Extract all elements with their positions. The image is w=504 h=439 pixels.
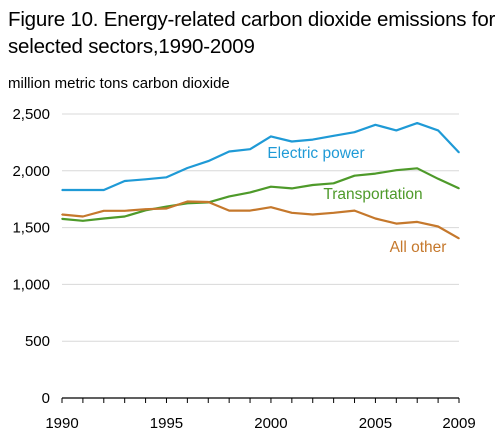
data-point-all-other [270, 206, 272, 208]
data-point-electric-power [395, 129, 398, 132]
data-point-transportation [374, 172, 377, 175]
x-tick-label: 2005 [359, 415, 392, 432]
series-lines [61, 121, 460, 240]
data-point-transportation [249, 191, 251, 194]
data-point-electric-power [374, 123, 377, 126]
data-point-transportation [270, 185, 272, 188]
data-point-electric-power [332, 135, 335, 137]
data-point-all-other [458, 237, 460, 240]
series-label-electric-power: Electric power [267, 145, 364, 162]
series-line-electric-power [62, 121, 460, 192]
data-point-electric-power [353, 131, 356, 133]
data-point-electric-power [82, 189, 84, 191]
data-point-all-other [437, 225, 439, 228]
data-point-all-other [291, 212, 293, 214]
data-point-transportation [353, 174, 356, 177]
series-label-transportation: Transportation [323, 186, 422, 203]
data-point-transportation [395, 169, 398, 172]
data-point-all-other [249, 209, 251, 212]
data-point-transportation [332, 182, 335, 185]
x-tick-label: 1990 [45, 415, 78, 432]
x-axis: 1990 1995 2000 2005 2009 [45, 397, 476, 432]
data-point-transportation [186, 202, 189, 205]
data-point-transportation [458, 187, 460, 190]
series-line-transportation [61, 167, 460, 222]
y-tick-label: 1,500 [12, 220, 50, 237]
data-point-all-other [82, 215, 84, 218]
x-tick-label: 2000 [254, 415, 287, 432]
data-point-all-other [61, 213, 63, 216]
data-point-electric-power [102, 189, 105, 191]
data-point-transportation [228, 195, 230, 198]
data-point-all-other [228, 209, 230, 212]
series-label-all-other: All other [390, 239, 447, 256]
y-tick-label: 1,000 [12, 276, 50, 293]
data-point-electric-power [144, 178, 147, 181]
x-tick-label: 1995 [150, 415, 183, 432]
y-axis-ticks: 0 500 1,000 1,500 2,000 2,500 [12, 106, 50, 407]
data-point-electric-power [186, 167, 189, 169]
data-point-all-other [374, 217, 377, 220]
chart-title: Figure 10. Energy-related carbon dioxide… [8, 8, 496, 58]
data-point-all-other [311, 213, 314, 216]
data-point-all-other [395, 222, 398, 225]
data-point-transportation [311, 184, 314, 186]
data-point-transportation [102, 217, 105, 220]
data-point-electric-power [123, 180, 126, 182]
data-point-all-other [416, 221, 419, 223]
data-point-electric-power [165, 176, 168, 179]
y-tick-label: 2,500 [12, 106, 50, 123]
y-axis-label: million metric tons carbon dioxide [8, 75, 230, 92]
data-point-all-other [186, 200, 189, 203]
data-point-electric-power [270, 135, 272, 138]
data-point-all-other [165, 207, 168, 210]
data-point-electric-power [458, 151, 460, 154]
x-tick-label: 2009 [442, 415, 475, 432]
y-tick-label: 0 [42, 390, 50, 407]
data-point-transportation [437, 177, 439, 180]
data-point-electric-power [249, 148, 251, 151]
series-labels: Electric power Transportation All other [267, 145, 446, 256]
data-point-electric-power [416, 122, 419, 124]
data-point-transportation [123, 215, 126, 218]
data-point-all-other [144, 208, 147, 210]
data-point-all-other [102, 209, 105, 212]
data-point-electric-power [61, 189, 63, 191]
data-point-electric-power [207, 160, 210, 162]
data-point-all-other [332, 212, 335, 214]
data-point-transportation [61, 218, 63, 220]
data-point-all-other [207, 201, 210, 203]
data-point-electric-power [228, 150, 230, 153]
data-point-all-other [353, 209, 356, 212]
series-line-all-other [61, 200, 460, 240]
data-point-electric-power [311, 138, 314, 141]
data-point-electric-power [437, 129, 439, 132]
data-point-transportation [416, 167, 419, 170]
data-point-transportation [82, 219, 84, 222]
data-point-electric-power [291, 140, 293, 143]
gridlines [62, 113, 459, 342]
data-point-all-other [123, 209, 126, 212]
y-tick-label: 500 [25, 333, 50, 350]
data-point-transportation [291, 187, 293, 190]
data-point-transportation [165, 205, 168, 208]
y-tick-label: 2,000 [12, 163, 50, 180]
